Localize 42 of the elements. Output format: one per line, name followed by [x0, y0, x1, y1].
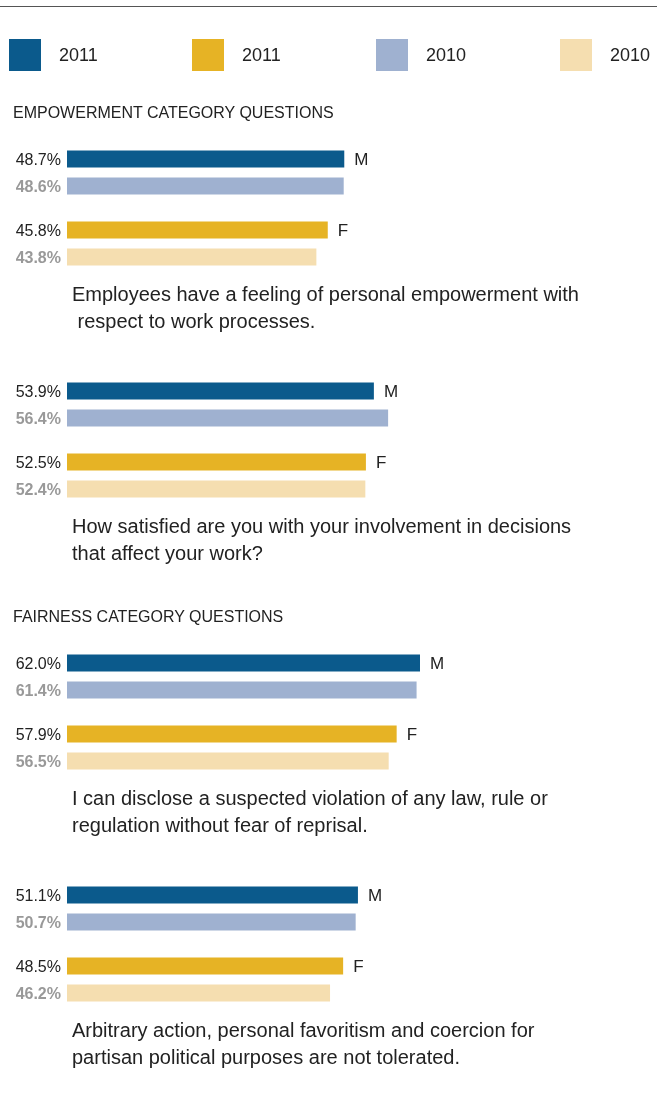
- data-label: 52.5%: [15, 453, 61, 471]
- bar: [67, 150, 345, 168]
- y-tick-label: F: [375, 452, 387, 472]
- x-axis-title: Arbitrary action, personal favoritism and coercion for partisan political purposes are not tolerated.: [72, 1018, 540, 1068]
- chart-title: FAIRNESS CATEGORY QUESTIONS: [13, 607, 284, 625]
- data-label: 52.4%: [15, 480, 61, 498]
- y-tick-label: M: [354, 149, 369, 169]
- data-label: 48.7%: [15, 150, 61, 168]
- data-label: 45.8%: [15, 221, 61, 239]
- y-tick-label: M: [367, 885, 383, 905]
- legend-label: 2011: [59, 44, 98, 66]
- data-label: 48.5%: [15, 957, 61, 975]
- chart-title: EMPOWERMENT CATEGORY QUESTIONS: [13, 103, 334, 121]
- x-axis-title: How satisfied are you with your involvement in decisions that affect your work?: [72, 514, 577, 564]
- bar: [67, 221, 328, 239]
- data-label: 57.9%: [15, 725, 61, 743]
- data-label: 62.0%: [15, 654, 61, 672]
- y-tick-label: F: [337, 220, 349, 240]
- data-label: 43.8%: [15, 248, 61, 266]
- data-label: 50.7%: [15, 913, 61, 931]
- bar: [67, 752, 389, 770]
- bar: [67, 177, 344, 195]
- data-label: 46.2%: [15, 984, 61, 1002]
- data-label: 51.1%: [15, 886, 61, 904]
- text: 2010: [610, 44, 651, 65]
- data-label: 48.6%: [15, 177, 61, 195]
- bar: [67, 248, 317, 266]
- data-label: 53.9%: [15, 382, 61, 400]
- text: 2011: [242, 44, 281, 65]
- y-tick-label: F: [353, 956, 364, 976]
- y-tick-label: F: [406, 724, 418, 744]
- y-tick-label: M: [383, 381, 399, 401]
- legend-label: 2010: [426, 44, 467, 66]
- x-axis-title: Employees have a feeling of personal empowerment with respect to work processes.: [72, 282, 579, 332]
- data-label: 56.5%: [15, 752, 61, 770]
- data-label: 61.4%: [15, 681, 61, 699]
- x-axis-title: I can disclose a suspected violation of any law, rule or regulation without fear of reprisal.: [72, 786, 554, 836]
- bar: [67, 654, 420, 672]
- data-label: 56.4%: [15, 409, 61, 427]
- y-tick-label: M: [430, 653, 445, 673]
- bar: [67, 681, 417, 699]
- bar: [67, 725, 397, 743]
